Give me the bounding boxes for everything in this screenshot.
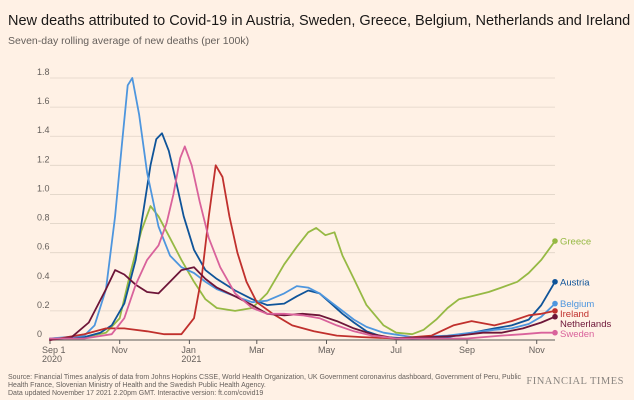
- end-dot-belgium: [552, 301, 558, 307]
- x-tick-label: Nov: [112, 345, 129, 355]
- y-tick-label: 1.8: [37, 67, 50, 77]
- y-tick-label: 1.6: [37, 96, 50, 106]
- y-tick-label: 0.4: [37, 271, 50, 281]
- y-tick-label: 1.2: [37, 154, 50, 164]
- end-dot-sweden: [552, 330, 558, 336]
- series-label-greece: Greece: [560, 237, 591, 248]
- source-text: Source: Financial Times analysis of data…: [8, 374, 528, 390]
- series-label-sweden: Sweden: [560, 329, 594, 340]
- y-tick-label: 0.6: [37, 242, 50, 252]
- y-tick-label: 1.0: [37, 183, 50, 193]
- y-tick-label: 0: [37, 329, 42, 339]
- series-labels: GreeceAustriaBelgiumIrelandNetherlandsSw…: [560, 237, 611, 341]
- x-tick-label: May: [318, 345, 336, 355]
- ft-logo: FINANCIAL TIMES: [526, 376, 624, 387]
- y-tick-label: 0.8: [37, 213, 50, 223]
- y-tick-label: 0.2: [37, 300, 50, 310]
- x-tick-year: 2020: [42, 354, 62, 364]
- end-dot-netherlands: [552, 314, 558, 320]
- updated-text: Data updated November 17 2021 2.20pm GMT…: [8, 390, 528, 398]
- end-dot-ireland: [552, 308, 558, 314]
- end-dot-greece: [552, 238, 558, 244]
- x-tick-year: 2021: [181, 354, 201, 364]
- x-tick-label: Sep: [459, 345, 475, 355]
- x-tick-label: Jul: [390, 345, 402, 355]
- source-note: Source: Financial Times analysis of data…: [8, 374, 528, 399]
- series-line-austria: [50, 133, 555, 338]
- x-tick-label: Nov: [529, 345, 546, 355]
- y-tick-label: 1.4: [37, 125, 50, 135]
- series-line-greece: [50, 206, 555, 338]
- y-axis-ticks: 0 0.2 0.4 0.6 0.8 1.0 1.2 1.4 1.6 1.8: [37, 67, 50, 339]
- x-tick-label: Mar: [249, 345, 265, 355]
- end-dot-austria: [552, 279, 558, 285]
- series-lines: [50, 78, 555, 340]
- series-label-austria: Austria: [560, 277, 590, 288]
- line-chart: 00.20.40.60.81.01.21.41.61.8 Sep 12020No…: [0, 0, 634, 370]
- series-line-sweden: [50, 146, 555, 338]
